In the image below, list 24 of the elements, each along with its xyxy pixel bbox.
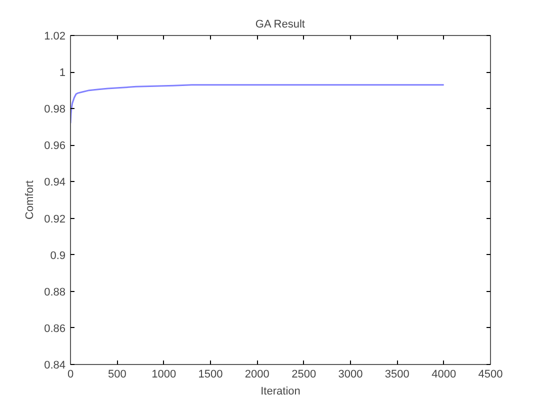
- y-tick-label: 0.9: [50, 250, 66, 262]
- y-tick-label: 0.84: [44, 360, 66, 372]
- y-tick-label: 0.88: [44, 286, 66, 298]
- x-tick-label: 500: [108, 368, 126, 380]
- x-tick-label: 1000: [152, 368, 176, 380]
- y-tick-label: 1.02: [44, 30, 66, 42]
- y-tick-label: 0.92: [44, 213, 66, 226]
- y-tick-label: 0.94: [44, 176, 66, 189]
- x-tick-label: 2000: [244, 368, 270, 380]
- x-tick-label: 4000: [432, 368, 456, 380]
- chart-title: GA Result: [255, 18, 305, 30]
- y-tick-label: 0.96: [44, 140, 66, 152]
- x-tick-label: 0: [67, 368, 74, 380]
- x-axis-title: Iteration: [260, 386, 300, 398]
- line-series: [70, 84, 445, 124]
- y-tick-label: 1: [59, 67, 66, 80]
- y-axis-title: Comfort: [24, 180, 36, 220]
- x-tick-label: 2500: [292, 368, 316, 380]
- y-tick-label: 0.98: [44, 104, 66, 116]
- x-tick-label: 1500: [198, 368, 223, 380]
- y-tick-label: 0.86: [44, 322, 66, 335]
- x-tick-label: 3000: [338, 368, 363, 380]
- x-tick-label: 4500: [478, 368, 503, 380]
- x-tick-label: 3500: [384, 368, 410, 380]
